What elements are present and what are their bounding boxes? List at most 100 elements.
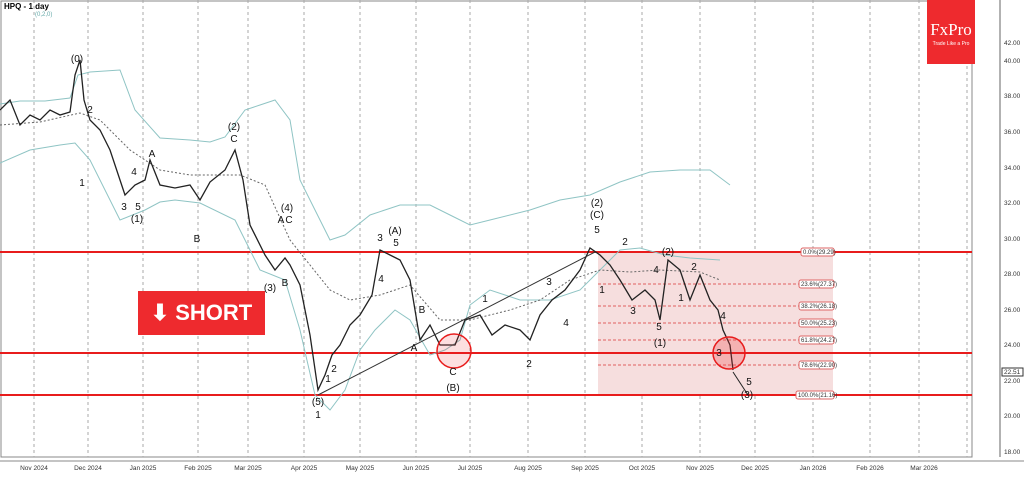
svg-text:Jan 2025: Jan 2025 [130, 465, 157, 472]
svg-text:3: 3 [121, 202, 127, 213]
svg-text:5: 5 [656, 322, 662, 333]
svg-text:2: 2 [691, 262, 697, 273]
svg-text:Jun 2025: Jun 2025 [403, 465, 430, 472]
svg-text:Nov 2024: Nov 2024 [20, 465, 48, 472]
svg-text:5: 5 [135, 202, 141, 213]
svg-text:23.6%(27.37): 23.6%(27.37) [801, 282, 837, 288]
svg-text:(2): (2) [591, 198, 603, 209]
svg-text:Jan 2026: Jan 2026 [800, 465, 827, 472]
svg-text:50.0%(25.23): 50.0%(25.23) [801, 321, 837, 327]
projection-arrow [732, 371, 749, 396]
svg-text:Aug 2025: Aug 2025 [514, 465, 542, 472]
svg-text:B: B [282, 278, 289, 289]
svg-text:1: 1 [315, 410, 321, 421]
svg-text:2: 2 [622, 237, 628, 248]
svg-text:1: 1 [79, 178, 85, 189]
svg-text:4: 4 [653, 265, 659, 276]
svg-text:4: 4 [131, 167, 137, 178]
logo-brand: FxPro [930, 20, 972, 39]
svg-text:(3): (3) [264, 283, 276, 294]
svg-text:100.0%(21.16): 100.0%(21.16) [798, 393, 837, 399]
svg-text:Dec 2025: Dec 2025 [741, 465, 769, 472]
svg-text:Nov 2025: Nov 2025 [686, 465, 714, 472]
svg-text:A: A [411, 343, 418, 354]
svg-text:1: 1 [325, 374, 331, 385]
svg-text:Feb 2026: Feb 2026 [856, 465, 884, 472]
svg-text:C: C [230, 134, 237, 145]
svg-text:(3): (3) [741, 390, 753, 401]
svg-text:Sep 2025: Sep 2025 [571, 465, 599, 472]
svg-text:30.00: 30.00 [1004, 236, 1021, 243]
svg-text:28.00: 28.00 [1004, 271, 1021, 278]
svg-text:20.00: 20.00 [1004, 413, 1021, 420]
svg-text:(2): (2) [662, 247, 674, 258]
svg-text:38.00: 38.00 [1004, 93, 1021, 100]
svg-text:B: B [419, 305, 426, 316]
svg-text:C: C [449, 367, 456, 378]
svg-text:(5): (5) [312, 397, 324, 408]
entry-circle [712, 336, 746, 370]
svg-text:4: 4 [378, 274, 384, 285]
y-axis: 42.00 40.00 38.00 36.00 34.00 32.00 30.00 28.… [999, 0, 1024, 457]
x-axis: Nov 2024 Dec 2024 Jan 2025 Feb 2025 Mar 202… [20, 465, 938, 472]
short-signal-badge: ⬇ SHORT [138, 291, 265, 335]
svg-text:A: A [278, 215, 285, 226]
svg-text:(B): (B) [446, 383, 459, 394]
svg-text:Jul 2025: Jul 2025 [458, 465, 483, 472]
svg-text:2: 2 [526, 359, 532, 370]
logo-tagline: Trade Like a Pro [932, 41, 970, 47]
svg-text:42.00: 42.00 [1004, 40, 1021, 47]
svg-text:24.00: 24.00 [1004, 342, 1021, 349]
svg-text:(2): (2) [228, 122, 240, 133]
svg-text:Feb 2025: Feb 2025 [184, 465, 212, 472]
svg-text:Oct 2025: Oct 2025 [629, 465, 656, 472]
svg-text:(1): (1) [131, 214, 143, 225]
svg-text:5: 5 [746, 377, 752, 388]
svg-text:3: 3 [630, 306, 636, 317]
fxpro-logo: FxPro Trade Like a Pro [927, 0, 975, 64]
svg-text:4: 4 [563, 318, 569, 329]
svg-text:A: A [149, 149, 156, 160]
svg-text:(C): (C) [590, 210, 604, 221]
indicator-params: (0,2,0) [35, 12, 53, 18]
svg-text:(A): (A) [388, 226, 401, 237]
svg-text:61.8%(24.27): 61.8%(24.27) [801, 338, 837, 344]
svg-text:38.2%(26.18): 38.2%(26.18) [801, 304, 837, 310]
price-series [0, 59, 734, 393]
svg-text:2: 2 [87, 105, 93, 116]
svg-text:18.00: 18.00 [1004, 449, 1021, 456]
svg-text:Mar 2026: Mar 2026 [910, 465, 938, 472]
svg-text:4: 4 [720, 311, 726, 322]
svg-text:40.00: 40.00 [1004, 58, 1021, 65]
svg-text:1: 1 [678, 293, 684, 304]
svg-text:C: C [285, 215, 292, 226]
svg-text:32.00: 32.00 [1004, 200, 1021, 207]
svg-text:1: 1 [599, 285, 605, 296]
svg-text:(0): (0) [71, 54, 83, 65]
svg-text:78.6%(22.90): 78.6%(22.90) [801, 363, 837, 369]
svg-text:3: 3 [546, 277, 552, 288]
svg-text:36.00: 36.00 [1004, 129, 1021, 136]
svg-text:1: 1 [482, 294, 488, 305]
chart-title: HPQ - 1 day [4, 2, 49, 11]
svg-text:Apr 2025: Apr 2025 [291, 465, 318, 472]
fib-labels: 0.0%(29.29) 23.6%(27.37) 38.2%(26.18) 50… [795, 247, 837, 400]
signal-label: SHORT [175, 300, 253, 325]
svg-text:(4): (4) [281, 203, 293, 214]
svg-text:2: 2 [331, 364, 337, 375]
trend-line [317, 251, 596, 396]
svg-text:B: B [194, 234, 201, 245]
svg-text:Mar 2025: Mar 2025 [234, 465, 262, 472]
svg-text:5: 5 [393, 238, 399, 249]
svg-text:26.00: 26.00 [1004, 307, 1021, 314]
svg-text:22.51: 22.51 [1004, 369, 1021, 376]
svg-text:34.00: 34.00 [1004, 165, 1021, 172]
svg-text:Dec 2024: Dec 2024 [74, 465, 102, 472]
svg-text:3: 3 [716, 348, 722, 359]
svg-text:May 2025: May 2025 [346, 465, 375, 472]
target-circle [436, 333, 472, 369]
svg-text:22.00: 22.00 [1004, 378, 1021, 385]
wave-labels: (0)21 43 5(1) AB(2)C (4)A C(3) B 3(A)54 12(… [71, 54, 753, 421]
svg-text:(1): (1) [654, 338, 666, 349]
